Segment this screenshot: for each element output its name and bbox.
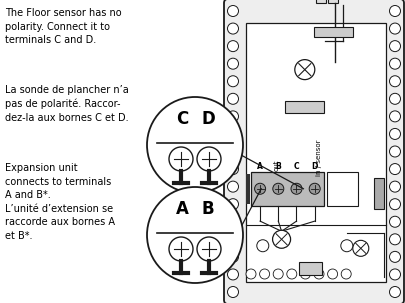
- Circle shape: [388, 58, 399, 69]
- Circle shape: [254, 183, 265, 194]
- Text: B: B: [201, 200, 214, 218]
- Circle shape: [388, 181, 399, 192]
- Circle shape: [256, 240, 268, 252]
- Circle shape: [227, 216, 238, 227]
- Circle shape: [388, 128, 399, 139]
- Circle shape: [327, 269, 337, 279]
- Circle shape: [388, 146, 399, 157]
- Circle shape: [272, 183, 283, 194]
- Circle shape: [272, 230, 290, 248]
- Text: Expansion unit
connects to terminals
A and B*.
L’unité d’extension se
raccorde a: Expansion unit connects to terminals A a…: [5, 163, 115, 241]
- Circle shape: [388, 41, 399, 52]
- Circle shape: [340, 269, 350, 279]
- Circle shape: [245, 269, 256, 279]
- Circle shape: [227, 269, 238, 280]
- Circle shape: [388, 5, 399, 16]
- Circle shape: [227, 251, 238, 262]
- Circle shape: [388, 269, 399, 280]
- Text: The Floor sensor has no
polarity. Connect it to
terminals C and D.: The Floor sensor has no polarity. Connec…: [5, 8, 121, 45]
- Circle shape: [352, 240, 368, 256]
- Circle shape: [227, 146, 238, 157]
- Circle shape: [388, 287, 399, 298]
- Bar: [373, 178, 383, 209]
- Circle shape: [294, 60, 314, 80]
- Circle shape: [388, 93, 399, 104]
- Circle shape: [388, 216, 399, 227]
- Text: A: A: [175, 200, 188, 218]
- Circle shape: [313, 269, 323, 279]
- Circle shape: [227, 128, 238, 139]
- Circle shape: [388, 23, 399, 34]
- Text: A: A: [256, 162, 262, 171]
- Text: C: C: [293, 162, 298, 171]
- Circle shape: [273, 269, 283, 279]
- Circle shape: [300, 269, 310, 279]
- Circle shape: [227, 199, 238, 210]
- Circle shape: [147, 97, 243, 193]
- Bar: [250, 172, 323, 206]
- Circle shape: [309, 183, 320, 194]
- Circle shape: [388, 164, 399, 175]
- Circle shape: [196, 147, 220, 171]
- Bar: [298, 262, 321, 275]
- Circle shape: [388, 234, 399, 245]
- Circle shape: [388, 111, 399, 122]
- Bar: [245, 174, 249, 204]
- Circle shape: [340, 240, 352, 252]
- Text: C: C: [175, 110, 188, 128]
- Circle shape: [227, 234, 238, 245]
- Text: D: D: [200, 110, 214, 128]
- Circle shape: [227, 58, 238, 69]
- Bar: [326, 172, 357, 206]
- Text: B: B: [275, 162, 281, 171]
- Circle shape: [168, 147, 192, 171]
- Bar: [284, 101, 324, 113]
- Circle shape: [227, 23, 238, 34]
- Circle shape: [388, 251, 399, 262]
- Circle shape: [196, 237, 220, 261]
- Circle shape: [227, 93, 238, 104]
- Text: La sonde de plancher n’a
pas de polarité. Raccor-
dez-la aux bornes C et D.: La sonde de plancher n’a pas de polarité…: [5, 85, 128, 123]
- Circle shape: [227, 41, 238, 52]
- Circle shape: [286, 269, 296, 279]
- Text: in / sensor: in / sensor: [315, 139, 321, 176]
- Text: out: out: [273, 160, 279, 171]
- Circle shape: [168, 237, 192, 261]
- FancyBboxPatch shape: [224, 0, 403, 303]
- Bar: [315, 0, 325, 3]
- Circle shape: [259, 269, 269, 279]
- Circle shape: [388, 76, 399, 87]
- Text: D: D: [311, 162, 317, 171]
- Bar: [313, 27, 352, 37]
- Circle shape: [227, 287, 238, 298]
- Circle shape: [227, 5, 238, 16]
- Circle shape: [290, 183, 301, 194]
- Circle shape: [388, 199, 399, 210]
- Circle shape: [147, 187, 243, 283]
- Circle shape: [227, 181, 238, 192]
- Bar: [245, 23, 385, 282]
- Circle shape: [227, 164, 238, 175]
- Circle shape: [227, 111, 238, 122]
- Circle shape: [227, 76, 238, 87]
- Bar: [327, 0, 337, 3]
